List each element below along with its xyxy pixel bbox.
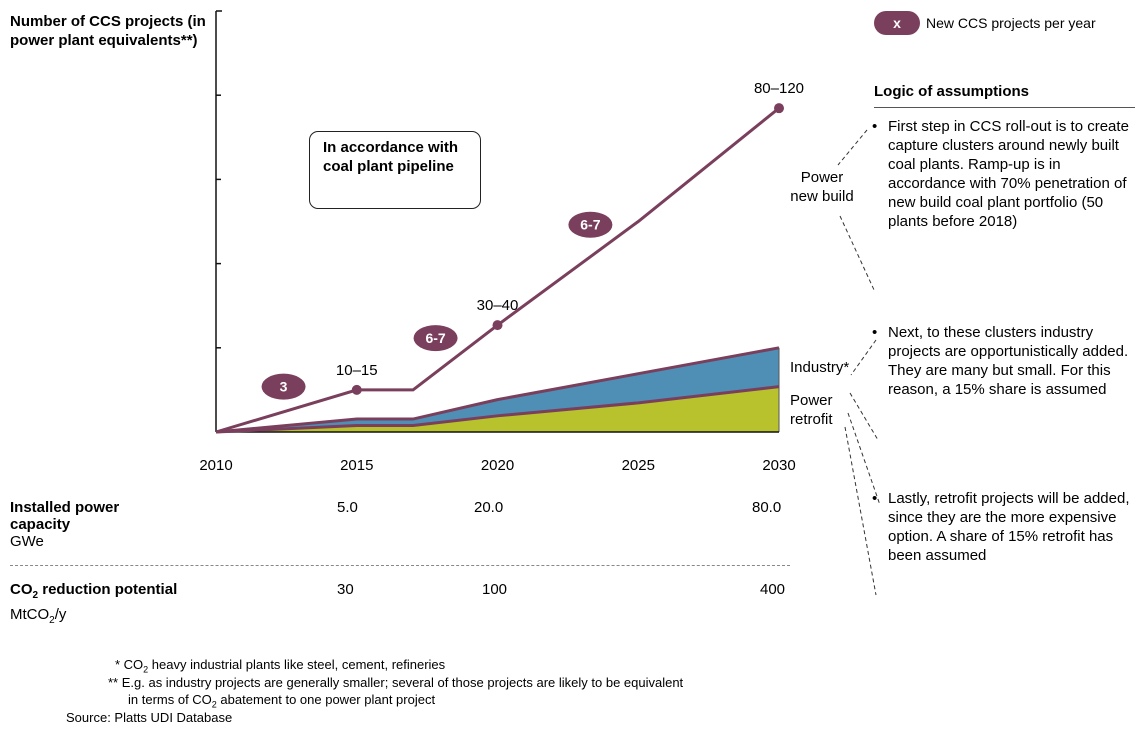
x-tick-label: 2025 [622,457,655,474]
capacity-label: Installed power capacity [10,499,120,533]
row-separator [10,565,790,566]
leader-line [849,392,879,441]
bullet-dot-icon: • [872,118,878,135]
new-projects-badge [261,373,306,400]
reduction-unit: MtCO2/y [10,606,67,626]
leader-line [844,426,877,596]
legend-badge: x [874,11,920,35]
x-tick-label: 2010 [199,457,232,474]
legend: x New CCS projects per year [874,11,1096,35]
power-new-build-line [215,106,780,434]
capacity-value-2015: 5.0 [337,499,358,516]
leader-line [837,129,868,166]
footnote-2: ** E.g. as industry projects are general… [108,675,684,690]
data-point-label: 80–120 [754,80,804,97]
capacity-value-2020: 20.0 [474,499,504,516]
data-point-label: 10–15 [336,362,378,379]
x-tick-label: 2020 [481,457,514,474]
new-projects-badge [568,211,613,238]
series-label-power-new-build: Power new build [790,169,854,205]
power-retrofit-area [216,386,779,432]
footnote-2-cont: in terms of CO2 abatement to one power p… [128,692,436,710]
new-projects-badge-label: 6-7 [580,217,600,233]
series-label-power-retrofit: Power retrofit [790,392,833,428]
new-projects-badge-label: 3 [280,379,288,395]
leader-line [839,215,876,293]
new-projects-badge-label: 6-7 [425,330,445,346]
series-label-industry: Industry* [790,359,850,376]
logic-bullet: • Lastly, retrofit projects will be adde… [872,489,1134,565]
logic-divider [874,107,1135,108]
capacity-row-label: Installed power capacity GWe [10,499,150,550]
data-point-marker [774,103,784,114]
logic-title: Logic of assumptions [874,83,1030,100]
logic-bullet-text: Lastly, retrofit projects will be added,… [888,490,1130,564]
logic-bullet: • Next, to these clusters industry proje… [872,323,1134,399]
power-retrofit-line [215,385,780,434]
source-note: Source: Platts UDI Database [66,710,233,725]
logic-bullet-text: Next, to these clusters industry project… [888,324,1129,398]
x-tick-label: 2015 [340,457,373,474]
reduction-value-2030: 400 [760,581,786,598]
capacity-value-2030: 80.0 [752,499,782,516]
leader-line [847,412,881,506]
reduction-label: CO2 reduction potential [10,581,178,601]
bullet-dot-icon: • [872,490,878,507]
x-tick-label: 2030 [762,457,795,474]
logic-bullet: • First step in CCS roll-out is to creat… [872,117,1134,231]
reduction-row-label: CO2 reduction potential MtCO2/y [10,581,177,629]
logic-bullet-text: First step in CCS roll-out is to create … [888,118,1129,230]
reduction-value-2015: 30 [337,581,354,598]
legend-label: New CCS projects per year [926,15,1096,31]
y-axis-title: Number of CCS projects (in power plant e… [10,13,206,49]
pipeline-note: In accordance with coal plant pipeline [309,131,481,209]
data-point-marker [351,384,362,395]
data-point-marker [492,320,503,331]
reduction-value-2020: 100 [482,581,508,598]
capacity-unit: GWe [10,533,44,550]
bullet-dot-icon: • [872,324,878,341]
leader-line [850,339,877,376]
industry-line [215,346,780,434]
new-projects-badge [413,325,458,352]
footnote-1: * CO2 heavy industrial plants like steel… [115,657,446,675]
data-point-label: 30–40 [477,297,519,314]
